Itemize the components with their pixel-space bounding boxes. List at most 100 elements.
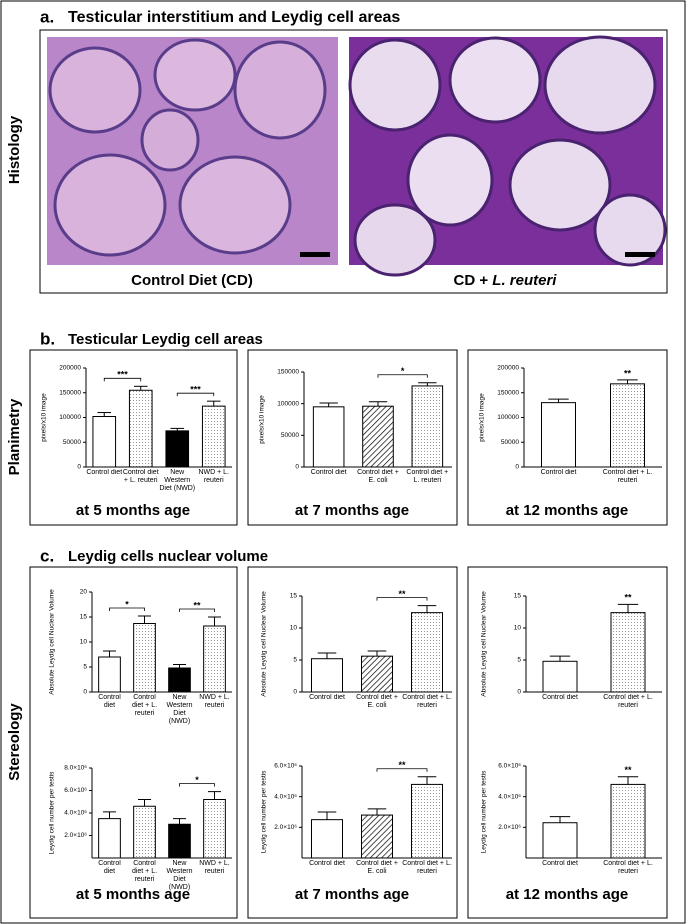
panel-box <box>467 349 668 526</box>
y-axis-label: Absolute Leydig cell Nuclear Volume <box>481 591 488 697</box>
panel-box <box>247 349 458 526</box>
y-axis-label: pixels/x10 image <box>259 395 266 444</box>
x-tick-label: Control diet + L. reuteri <box>603 860 653 875</box>
caption-text: CD + <box>454 272 489 289</box>
x-tick-label: Control diet + L. reuteri <box>122 469 159 484</box>
y-tick-label: 2.0×10⁶ <box>274 824 297 831</box>
category-label-box: Control diet + E. coli <box>357 469 399 484</box>
y-tick-label: 5 <box>293 657 297 664</box>
panel-footer: at 12 months age <box>506 502 629 519</box>
category-label-box: Control diet + E. coli <box>356 860 398 875</box>
bar-chart: Leydig cell number per testis 2.0×10⁶ 4.0×… <box>49 765 232 891</box>
panel-box <box>39 29 668 294</box>
y-tick-label: 2.0×10⁶ <box>64 832 87 839</box>
bar <box>610 783 646 859</box>
bar <box>203 799 226 859</box>
y-tick-label: 4.0×10⁶ <box>498 793 521 800</box>
significance-label: ** <box>398 760 406 770</box>
y-tick-label: 5 <box>517 657 521 664</box>
significance-bracket <box>109 607 145 611</box>
y-tick-label: 10 <box>80 639 88 646</box>
y-tick-label: 150000 <box>277 369 299 376</box>
y-tick-label: 100000 <box>59 414 81 421</box>
y-tick-label: 0 <box>77 464 81 471</box>
x-tick-label: Control diet + L. reuteri <box>402 694 452 709</box>
panel-title: Leydig cells nuclear volume <box>68 548 268 565</box>
bar <box>361 655 393 693</box>
bar <box>610 383 645 468</box>
y-tick-label: 0 <box>293 689 297 696</box>
significance-label: ** <box>624 368 632 378</box>
x-tick-label: NWD + L. reuteri <box>198 469 230 484</box>
bar <box>311 819 343 859</box>
panel-footer: at 7 months age <box>295 886 409 903</box>
x-tick-label: Control diet + L. reuteri <box>402 860 452 875</box>
category-label-box: New Western Diet (NWD) <box>167 860 193 891</box>
bar <box>168 823 191 859</box>
panel-label: b. <box>40 329 55 348</box>
y-axis-label: Absolute Leydig cell Nuclear Volume <box>261 591 268 697</box>
y-tick-label: 4.0×10⁶ <box>64 810 87 817</box>
y-tick-label: 50000 <box>63 439 81 446</box>
x-tick-label: Control diet + L. reuteri <box>406 469 449 484</box>
bar <box>311 658 343 693</box>
bar <box>361 814 393 859</box>
y-axis-label: Leydig cell number per testis <box>261 770 268 853</box>
panel-footer: at 5 months age <box>76 502 190 519</box>
bar <box>312 406 345 468</box>
y-tick-label: 4.0×10⁶ <box>274 793 297 800</box>
caption-text: Control Diet (CD) <box>131 272 253 289</box>
category-label-box: NWD + L. reuteri <box>199 694 230 709</box>
significance-label: ** <box>193 600 201 610</box>
significance-label: ** <box>398 589 406 599</box>
panel-footer: at 12 months age <box>506 886 629 903</box>
bar <box>98 818 121 859</box>
significance-label: * <box>195 775 199 785</box>
x-tick-label: Control diet + L. reuteri <box>603 694 653 709</box>
y-tick-label: 0 <box>515 464 519 471</box>
category-label-box: Control diet <box>542 694 578 701</box>
bar <box>411 385 444 468</box>
y-tick-label: 8.0×10⁶ <box>64 765 87 772</box>
y-tick-label: 0 <box>517 689 521 696</box>
bar <box>542 822 578 859</box>
x-tick-label: New Western Diet (NWD) <box>159 469 196 492</box>
x-tick-label: NWD + L. reuteri <box>199 694 230 709</box>
category-label-box: Control diet <box>98 860 121 875</box>
category-label-box: Control diet + L. reuteri <box>402 694 452 709</box>
category-label-box: NWD + L. reuteri <box>198 469 230 484</box>
y-tick-label: 200000 <box>59 365 81 372</box>
significance-label: ** <box>624 593 632 603</box>
panel-box <box>247 566 458 919</box>
panel-label: a. <box>40 7 54 26</box>
category-label-box: Control diet + L. reuteri <box>603 860 653 875</box>
y-tick-label: 2.0×10⁶ <box>498 824 521 831</box>
bar-chart: pixels/x10 image 0 50000 100000 150000 200000… <box>41 365 232 492</box>
bar <box>92 416 117 468</box>
category-label-box: Control diet + L. reuteri <box>603 694 653 709</box>
x-tick-label: NWD + L. reuteri <box>199 860 230 875</box>
category-label-box: Control diet <box>311 469 347 476</box>
y-tick-label: 15 <box>514 593 522 600</box>
bar <box>610 612 646 693</box>
row-label: Histology <box>6 115 23 184</box>
significance-bracket <box>179 783 215 787</box>
category-label-box: Control diet + L. reuteri <box>406 469 449 484</box>
y-tick-label: 100000 <box>277 400 299 407</box>
significance-bracket <box>377 374 428 378</box>
bar-chart: Leydig cell number per testis 2.0×10⁶ 4.0×… <box>261 760 452 875</box>
bar <box>203 625 226 693</box>
x-tick-label: Control diet + L. reuteri <box>131 694 158 717</box>
y-tick-label: 10 <box>290 625 298 632</box>
category-label-box: Control diet <box>542 860 578 867</box>
panel-label: c. <box>40 546 54 565</box>
category-label-box: Control diet <box>541 469 577 476</box>
significance-label: * <box>401 366 405 376</box>
bar-chart: Absolute Leydig cell Nuclear Volume 0 5 10 1… <box>481 591 662 709</box>
y-tick-label: 200000 <box>497 365 519 372</box>
bar <box>98 656 121 693</box>
category-label-box: Control diet + L. reuteri <box>131 694 158 717</box>
bar-chart: Absolute Leydig cell Nuclear Volume 0 5 10 1… <box>261 589 452 709</box>
panel-title: Testicular interstitium and Leydig cell … <box>68 9 400 26</box>
